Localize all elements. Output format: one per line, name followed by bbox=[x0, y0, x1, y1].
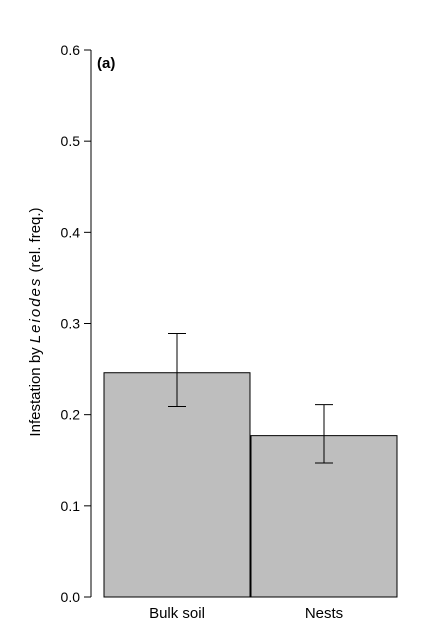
y-tick-label: 0.1 bbox=[61, 498, 81, 514]
bars-group bbox=[103, 333, 398, 598]
bar bbox=[103, 372, 251, 598]
category-label: Nests bbox=[305, 605, 343, 622]
category-label: Bulk soil bbox=[149, 605, 205, 622]
y-tick-label: 0.2 bbox=[61, 407, 81, 423]
panel-label: (a) bbox=[97, 55, 115, 72]
y-axis-label-prefix: Infestation by bbox=[27, 343, 44, 436]
y-tick-label: 0.4 bbox=[61, 224, 81, 240]
category-labels: Bulk soil Nests bbox=[149, 605, 343, 622]
y-tick-label: 0.5 bbox=[61, 133, 81, 149]
y-axis: 0.0 0.1 0.2 0.3 0.4 0.5 0.6 bbox=[61, 42, 92, 605]
y-tick-label: 0.0 bbox=[61, 589, 81, 605]
y-tick-label: 0.3 bbox=[61, 316, 81, 332]
y-tick-label: 0.6 bbox=[61, 42, 81, 58]
y-axis-label: Infestation by Leiodes (rel. freq.) bbox=[27, 207, 44, 436]
y-axis-label-suffix: (rel. freq.) bbox=[27, 207, 44, 276]
y-axis-label-italic: Leiodes bbox=[27, 277, 44, 344]
